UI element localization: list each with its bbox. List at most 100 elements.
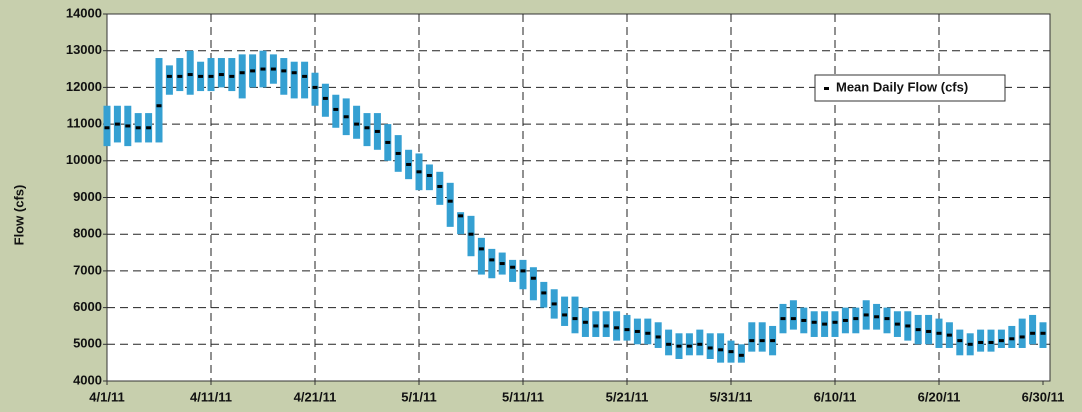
y-tick-label: 8000 (73, 226, 102, 241)
x-tick-label: 4/11/11 (190, 389, 232, 404)
y-tick-label: 6000 (73, 299, 102, 314)
x-tick-label: 5/11/11 (502, 389, 544, 404)
range-bar (925, 314, 933, 345)
mean-marker (239, 71, 245, 75)
range-bar (217, 58, 225, 88)
x-tick-label: 5/21/11 (606, 389, 649, 404)
mean-marker (125, 124, 131, 128)
mean-marker (156, 104, 162, 108)
range-bar (737, 344, 745, 363)
range-bar (540, 281, 548, 308)
mean-marker (572, 317, 578, 321)
mean-marker (998, 339, 1004, 343)
y-tick-label: 10000 (66, 152, 102, 167)
mean-marker (666, 342, 672, 346)
mean-marker (458, 214, 464, 218)
mean-marker (905, 324, 911, 328)
range-bar (363, 113, 371, 147)
range-bar (654, 322, 662, 348)
range-bar (685, 333, 693, 356)
range-bar (977, 329, 985, 352)
mean-marker (426, 173, 432, 177)
range-bar (477, 237, 485, 275)
range-bar (103, 105, 111, 147)
mean-marker (749, 339, 755, 343)
mean-marker (686, 344, 692, 348)
range-bar (436, 171, 444, 205)
legend-label: Mean Daily Flow (cfs) (836, 79, 968, 94)
mean-marker (530, 276, 536, 280)
range-bar (1029, 314, 1037, 345)
range-bar (561, 296, 569, 326)
mean-marker (478, 247, 484, 251)
range-bar (592, 311, 600, 337)
mean-marker (926, 329, 932, 333)
mean-marker (728, 350, 734, 354)
y-tick-label: 5000 (73, 336, 102, 351)
range-bar (425, 164, 433, 191)
y-tick-label: 7000 (73, 262, 102, 277)
mean-marker (562, 313, 568, 317)
mean-marker (385, 140, 391, 144)
mean-marker (1019, 335, 1025, 339)
mean-marker (343, 115, 349, 119)
mean-marker (510, 265, 516, 269)
range-bar (1018, 318, 1026, 348)
range-bar (810, 311, 818, 337)
range-bar (997, 329, 1005, 348)
mean-marker (187, 73, 193, 77)
mean-marker (322, 96, 328, 100)
mean-marker (489, 258, 495, 262)
range-bar (446, 182, 454, 227)
mean-marker (718, 348, 724, 352)
y-tick-label: 12000 (66, 79, 102, 94)
y-tick-label: 4000 (73, 372, 102, 387)
mean-marker (146, 126, 152, 130)
mean-marker (270, 67, 276, 71)
mean-marker (1009, 337, 1015, 341)
range-bar (987, 329, 995, 352)
mean-marker (624, 328, 630, 332)
mean-marker (988, 340, 994, 344)
mean-marker (884, 317, 890, 321)
range-bar (165, 65, 173, 95)
mean-marker (832, 320, 838, 324)
mean-marker (437, 184, 443, 188)
mean-marker (655, 335, 661, 339)
mean-marker (780, 317, 786, 321)
range-bar (1008, 325, 1016, 348)
range-bar (238, 54, 246, 99)
mean-marker (177, 74, 183, 78)
mean-marker (853, 317, 859, 321)
range-bar (186, 50, 194, 95)
mean-marker (759, 339, 765, 343)
mean-marker (957, 339, 963, 343)
mean-marker (447, 199, 453, 203)
mean-marker (354, 122, 360, 126)
x-tick-label: 6/20/11 (918, 389, 961, 404)
range-bar (883, 307, 891, 334)
range-bar (290, 61, 298, 99)
x-tick-label: 4/1/11 (89, 389, 124, 404)
mean-marker (811, 320, 817, 324)
range-bar (696, 329, 704, 356)
range-bar (852, 307, 860, 334)
mean-marker (166, 74, 172, 78)
range-bar (571, 296, 579, 334)
mean-marker (822, 322, 828, 326)
mean-marker (364, 126, 370, 130)
mean-marker (541, 291, 547, 295)
mean-marker (978, 340, 984, 344)
y-axis-label: Flow (cfs) (11, 185, 26, 246)
range-bar (758, 322, 766, 352)
mean-marker (1030, 331, 1036, 335)
mean-marker (416, 170, 422, 174)
mean-marker (707, 346, 713, 350)
mean-marker (801, 318, 807, 322)
y-tick-label: 9000 (73, 189, 102, 204)
mean-marker (229, 74, 235, 78)
range-bar (956, 329, 964, 356)
mean-marker (520, 269, 526, 273)
